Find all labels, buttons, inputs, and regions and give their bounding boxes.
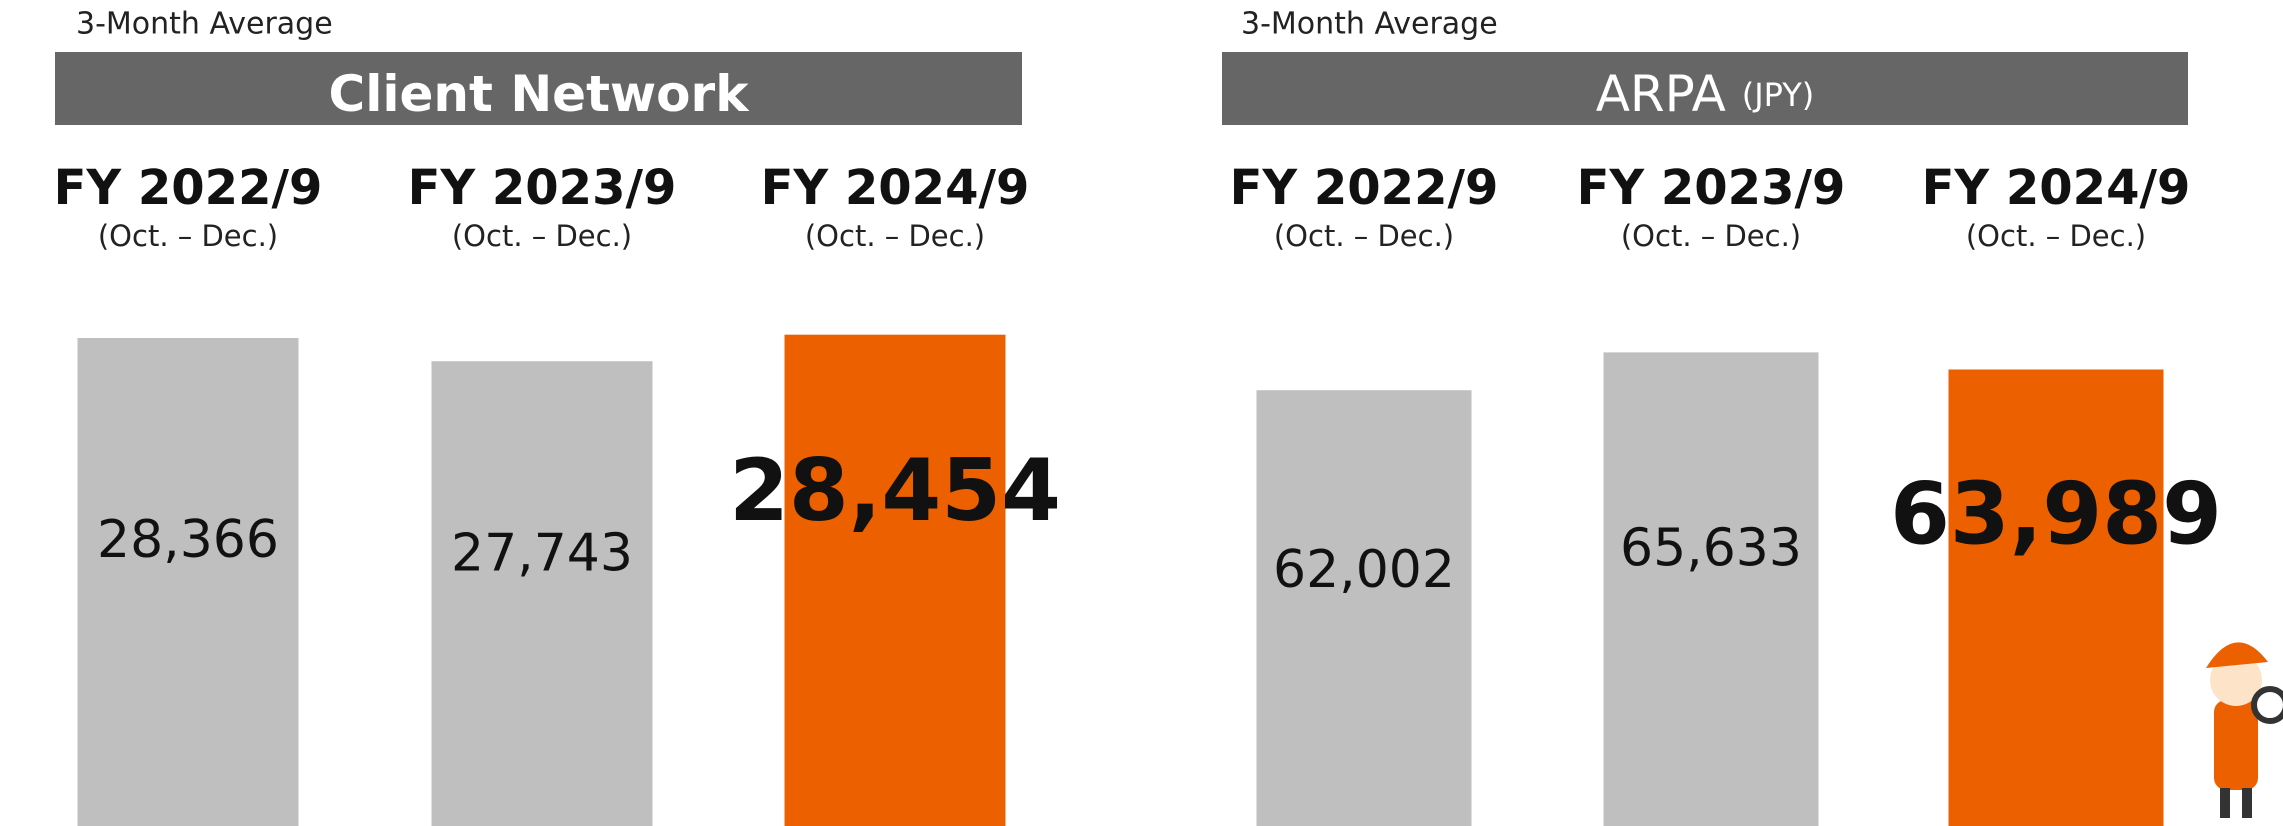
unit-text: (JPY) [1742,76,1815,114]
period-label: (Oct. – Dec.) [452,219,632,253]
value-label: 63,989 [1890,465,2222,565]
chart-title: ARPA (JPY) [1596,65,1815,123]
bar [1256,390,1472,826]
period-label: (Oct. – Dec.) [805,219,985,253]
value-label: 28,454 [729,441,1061,541]
category-label: FY 2022/9 [54,160,323,216]
period-label: (Oct. – Dec.) [1621,219,1801,253]
period-label: (Oct. – Dec.) [98,219,278,253]
bar [77,337,299,826]
bar [1603,352,1819,826]
period-label: (Oct. – Dec.) [1966,219,2146,253]
chart-title: Client Network [329,65,751,123]
category-label: FY 2023/9 [408,160,677,216]
bar [784,334,1006,826]
period-label: (Oct. – Dec.) [1274,219,1454,253]
header-band [55,52,1022,125]
bar [1948,369,2164,826]
title-text: Client Network [329,65,751,123]
bar [431,361,653,826]
value-label: 27,743 [451,523,633,583]
subtitle: 3-Month Average [76,7,333,42]
category-label: FY 2022/9 [1230,160,1499,216]
category-label: FY 2023/9 [1577,160,1846,216]
mascot [2206,642,2283,818]
value-label: 65,633 [1620,518,1802,578]
category-label: FY 2024/9 [761,160,1030,216]
header-band [1222,52,2188,125]
value-label: 28,366 [97,510,279,570]
category-label: FY 2024/9 [1922,160,2191,216]
title-text: ARPA [1596,65,1726,123]
subtitle: 3-Month Average [1241,7,1498,42]
value-label: 62,002 [1273,540,1455,600]
